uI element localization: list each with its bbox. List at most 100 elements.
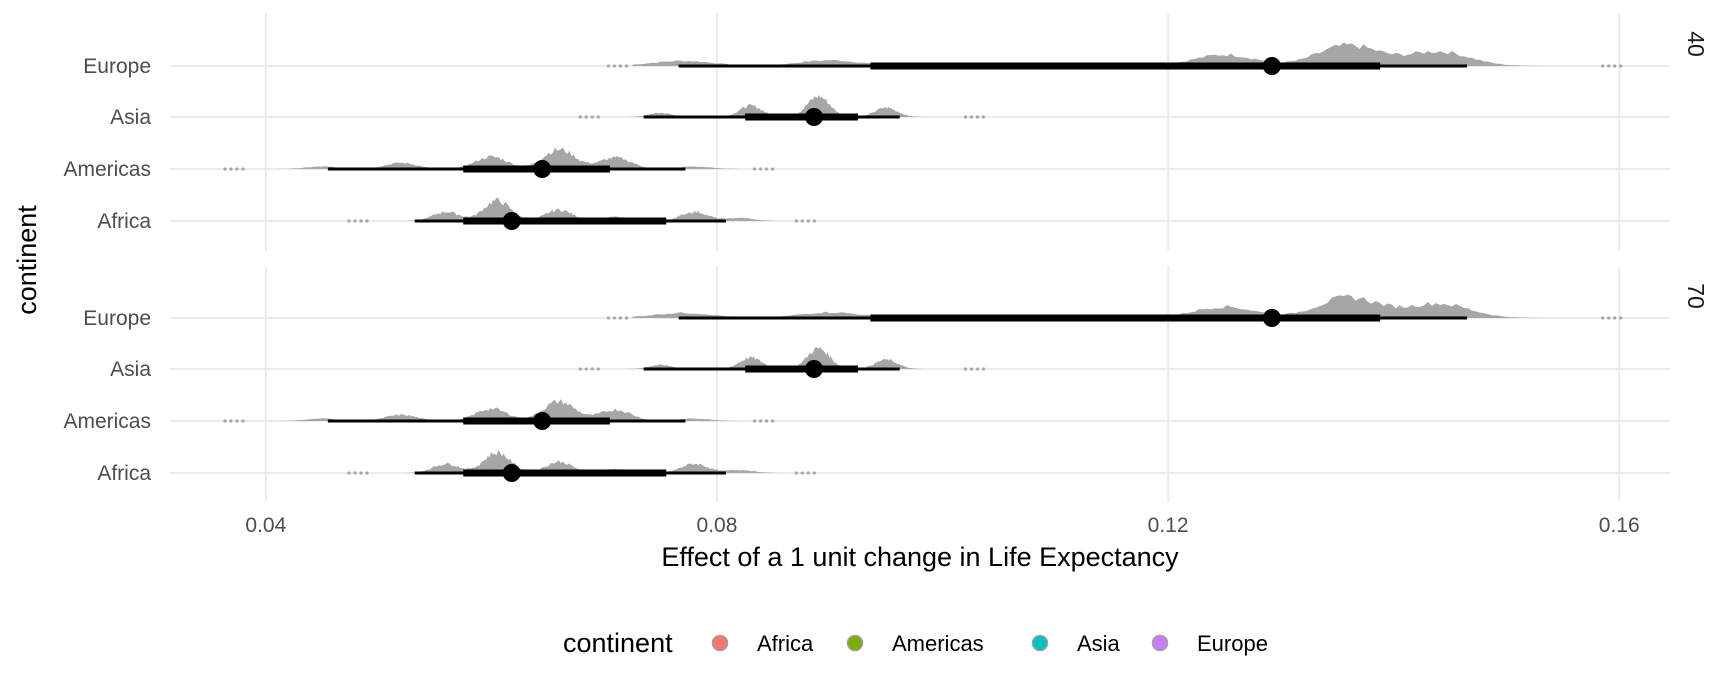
tail-dot: [359, 471, 363, 475]
tail-dot: [590, 367, 594, 371]
tail-dot: [800, 471, 804, 475]
tail-dot: [963, 115, 968, 119]
tail-dot: [353, 219, 357, 223]
legend-label: Asia: [1077, 631, 1121, 656]
tail-dot: [758, 167, 763, 171]
legend-key-icon: [846, 634, 864, 652]
tail-dot: [584, 367, 588, 371]
tail-dot: [618, 316, 623, 320]
tail-dot: [347, 219, 351, 223]
tail-dot: [969, 115, 974, 119]
tail-dot: [596, 115, 600, 119]
tail-dot: [353, 471, 357, 475]
tail-dot: [764, 167, 769, 171]
legend-item-americas: Americas: [846, 631, 984, 656]
tail-dot: [764, 419, 769, 423]
facet-panel-40: 40 Europe Asia Americas Africa: [63, 14, 1709, 250]
density-slab: [373, 450, 791, 473]
x-tick-label: 0.16: [1599, 514, 1640, 537]
legend-label: Africa: [757, 631, 814, 656]
tail-dot: [578, 115, 582, 119]
legend-key-icon: [1031, 634, 1049, 652]
tail-dot: [794, 471, 798, 475]
tail-dot: [1607, 316, 1611, 320]
density-slab: [248, 399, 749, 421]
tail-dot: [770, 167, 775, 171]
density-slab: [248, 147, 749, 169]
tail-dot: [590, 115, 594, 119]
point-estimate: [533, 160, 552, 178]
legend-key-icon: [1151, 634, 1169, 652]
tail-dot: [758, 419, 763, 423]
tail-dot: [1613, 64, 1617, 68]
tail-dot: [365, 471, 369, 475]
legend-title: continent: [563, 628, 673, 658]
point-estimate: [502, 212, 521, 230]
tail-dot: [365, 219, 369, 223]
legend-item-europe: Europe: [1151, 631, 1268, 656]
tail-dot: [752, 167, 757, 171]
tail-dot: [223, 419, 227, 423]
y-axis-title: continent: [12, 205, 42, 315]
point-estimate: [804, 108, 823, 126]
point-estimate: [1262, 309, 1281, 327]
x-tick-label: 0.08: [697, 514, 738, 537]
x-axis: 0.04 0.08 0.12 0.16: [245, 514, 1639, 537]
point-estimate: [1262, 57, 1281, 75]
tail-dot: [806, 219, 810, 223]
tail-dot: [347, 471, 351, 475]
tail-dot: [794, 219, 798, 223]
legend-key-icon: [711, 634, 729, 652]
density-slab: [632, 294, 1597, 318]
x-axis-title: Effect of a 1 unit change in Life Expect…: [661, 542, 1179, 572]
tail-dot: [229, 419, 233, 423]
legend: continent Africa Americas Asia Europe: [563, 628, 1268, 658]
tail-dot: [223, 167, 227, 171]
tail-dot: [752, 419, 757, 423]
tail-dot: [1613, 316, 1617, 320]
tail-dot: [624, 316, 629, 320]
tail-dot: [770, 419, 775, 423]
tail-dot: [606, 316, 611, 320]
tail-dot: [812, 471, 816, 475]
y-tick-label: Americas: [63, 410, 151, 433]
tail-dot: [975, 367, 980, 371]
y-tick-label: Europe: [83, 55, 151, 78]
x-tick-label: 0.12: [1148, 514, 1189, 537]
facet-label: 40: [1683, 31, 1709, 57]
tail-dot: [596, 367, 600, 371]
facet-panel-70: 70 Europe Asia Americas Africa: [63, 266, 1709, 502]
panels-layer: 40 Europe Asia Americas Africa 70 Europe Asia Am…: [63, 14, 1709, 502]
tail-dot: [1607, 64, 1611, 68]
tail-dot: [975, 115, 980, 119]
tail-dot: [812, 219, 816, 223]
tail-dot: [800, 219, 804, 223]
tail-dot: [624, 64, 629, 68]
point-estimate: [533, 412, 552, 430]
tail-dot: [1619, 64, 1623, 68]
facet-label: 70: [1683, 283, 1709, 309]
point-estimate: [502, 464, 521, 482]
legend-label: Europe: [1197, 631, 1268, 656]
tail-dot: [578, 367, 582, 371]
tail-dot: [806, 471, 810, 475]
tail-dot: [612, 316, 617, 320]
tail-dot: [612, 64, 617, 68]
tail-dot: [969, 367, 974, 371]
tail-dot: [584, 115, 588, 119]
density-slab: [373, 197, 791, 221]
tail-dot: [241, 419, 245, 423]
y-tick-label: Africa: [97, 462, 151, 485]
y-tick-label: Europe: [83, 307, 151, 330]
tail-dot: [235, 167, 239, 171]
tail-dot: [1601, 316, 1605, 320]
x-tick-label: 0.04: [245, 514, 286, 537]
legend-item-asia: Asia: [1031, 631, 1121, 656]
tail-dot: [618, 64, 623, 68]
tail-dot: [359, 219, 363, 223]
y-tick-label: Asia: [110, 106, 151, 129]
tail-dot: [241, 167, 245, 171]
legend-label: Americas: [892, 631, 984, 656]
